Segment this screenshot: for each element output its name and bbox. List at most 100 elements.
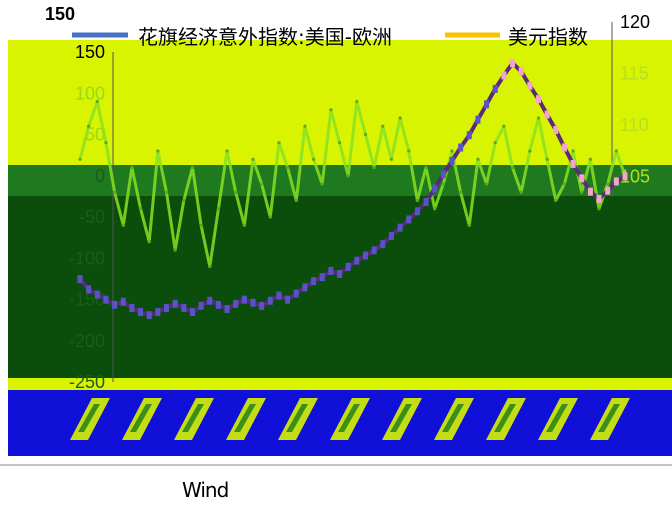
data-point-surprise-index — [415, 198, 419, 203]
data-point-dollar-index — [129, 303, 135, 312]
left-axis-tick-label: 100 — [75, 83, 105, 103]
band-hatch-mark-inner — [130, 404, 152, 432]
band-hatch-mark-inner — [546, 404, 568, 432]
data-point-dollar-index — [397, 223, 403, 232]
data-point-dollar-index — [250, 298, 256, 307]
data-point-surprise-index — [190, 165, 195, 170]
data-point-surprise-index — [113, 190, 117, 194]
data-point-surprise-index — [95, 99, 99, 104]
data-point-dollar-index — [328, 266, 334, 275]
data-point-dollar-index — [311, 277, 317, 286]
data-point-dollar-index — [189, 308, 195, 317]
data-point-surprise-index — [294, 198, 298, 203]
data-point-surprise-index — [614, 149, 618, 153]
data-point-dollar-index — [544, 110, 550, 119]
data-point-surprise-index — [441, 182, 445, 186]
series-line-surprise-index — [78, 100, 627, 268]
data-point-dollar-index — [120, 297, 126, 306]
band-hatch-mark-inner — [78, 404, 100, 432]
data-point-surprise-index — [320, 182, 324, 186]
data-point-dollar-index — [527, 81, 533, 90]
data-point-surprise-index — [424, 165, 428, 170]
data-point-surprise-index — [545, 157, 549, 161]
legend-label-dollar-index: 美元指数 — [508, 25, 588, 49]
data-point-surprise-index — [208, 264, 212, 269]
data-point-surprise-index — [381, 124, 385, 128]
data-point-dollar-index — [276, 291, 282, 300]
data-point-dollar-index — [293, 289, 299, 298]
data-point-dollar-index — [380, 240, 386, 249]
data-point-surprise-index — [147, 240, 151, 244]
data-point-surprise-index — [337, 141, 342, 145]
data-point-surprise-index — [484, 182, 489, 186]
data-point-surprise-index — [268, 215, 272, 219]
data-point-surprise-index — [182, 198, 186, 203]
data-point-surprise-index — [389, 157, 394, 161]
data-point-surprise-index — [242, 223, 246, 227]
band-hatch-mark-inner — [182, 404, 204, 432]
left-axis-tick-label: 150 — [75, 42, 105, 62]
data-point-surprise-index — [164, 190, 169, 194]
data-point-dollar-index — [449, 156, 455, 165]
right-axis-tick-label: 115 — [620, 63, 649, 83]
data-point-dollar-index — [267, 296, 273, 305]
data-point-dollar-index — [432, 184, 438, 193]
data-point-dollar-index — [501, 71, 507, 80]
band-hatch-mark-inner — [598, 404, 620, 432]
data-point-dollar-index — [337, 270, 343, 278]
data-point-dollar-index — [172, 299, 178, 308]
data-point-dollar-index — [553, 126, 559, 134]
left-axis-tick-label: 50 — [85, 125, 105, 145]
data-point-dollar-index — [146, 311, 152, 320]
data-point-surprise-index — [554, 198, 558, 203]
data-point-surprise-index — [260, 182, 264, 186]
legend-label-surprise-index: 花旗经济意外指数:美国-欧洲 — [138, 25, 392, 49]
data-point-surprise-index — [286, 165, 290, 170]
left-axis-tick-label: -50 — [79, 207, 105, 227]
data-point-surprise-index — [173, 248, 177, 252]
left-axis-tick-label: -250 — [69, 372, 105, 392]
data-point-dollar-index — [406, 215, 412, 224]
data-point-surprise-index — [588, 157, 592, 161]
data-point-surprise-index — [78, 157, 82, 161]
data-point-dollar-index — [164, 303, 170, 312]
band-hatch-mark-inner — [390, 404, 412, 432]
data-point-surprise-index — [130, 165, 134, 170]
right-axis-tick-label: 110 — [620, 115, 649, 135]
data-point-surprise-index — [597, 207, 601, 211]
data-point-surprise-index — [234, 190, 238, 194]
data-point-surprise-index — [528, 149, 532, 153]
band-green — [8, 165, 672, 200]
data-point-surprise-index — [311, 157, 316, 161]
data-point-dollar-index — [535, 95, 541, 104]
data-point-dollar-index — [466, 131, 472, 140]
data-point-surprise-index — [87, 124, 91, 128]
data-point-dollar-index — [492, 84, 498, 93]
data-point-surprise-index — [407, 149, 411, 153]
band-dark-green — [8, 196, 672, 381]
data-point-dollar-index — [587, 187, 593, 196]
data-point-dollar-index — [388, 231, 394, 240]
data-point-dollar-index — [138, 308, 144, 317]
left-axis-tick-label: 0 — [95, 166, 105, 186]
data-point-dollar-index — [112, 300, 118, 309]
data-point-surprise-index — [467, 223, 471, 227]
band-hatch-mark-inner — [494, 404, 516, 432]
data-point-dollar-index — [362, 251, 368, 260]
data-point-dollar-index — [458, 143, 464, 152]
data-point-dollar-index — [570, 159, 576, 168]
data-point-dollar-index — [86, 285, 92, 294]
data-point-dollar-index — [484, 100, 490, 109]
data-point-dollar-index — [285, 295, 291, 304]
band-hatch-mark-inner — [234, 404, 256, 432]
series-line-dollar-index — [78, 61, 627, 318]
legend-left-axis-max: 150 — [45, 4, 75, 24]
data-point-dollar-index — [605, 186, 611, 195]
data-point-surprise-index — [277, 141, 281, 145]
data-point-dollar-index — [354, 256, 360, 265]
right-axis-tick-label: 120 — [620, 12, 650, 32]
data-point-surprise-index — [536, 116, 541, 120]
data-point-dollar-index — [613, 177, 619, 186]
data-point-dollar-index — [345, 262, 351, 271]
